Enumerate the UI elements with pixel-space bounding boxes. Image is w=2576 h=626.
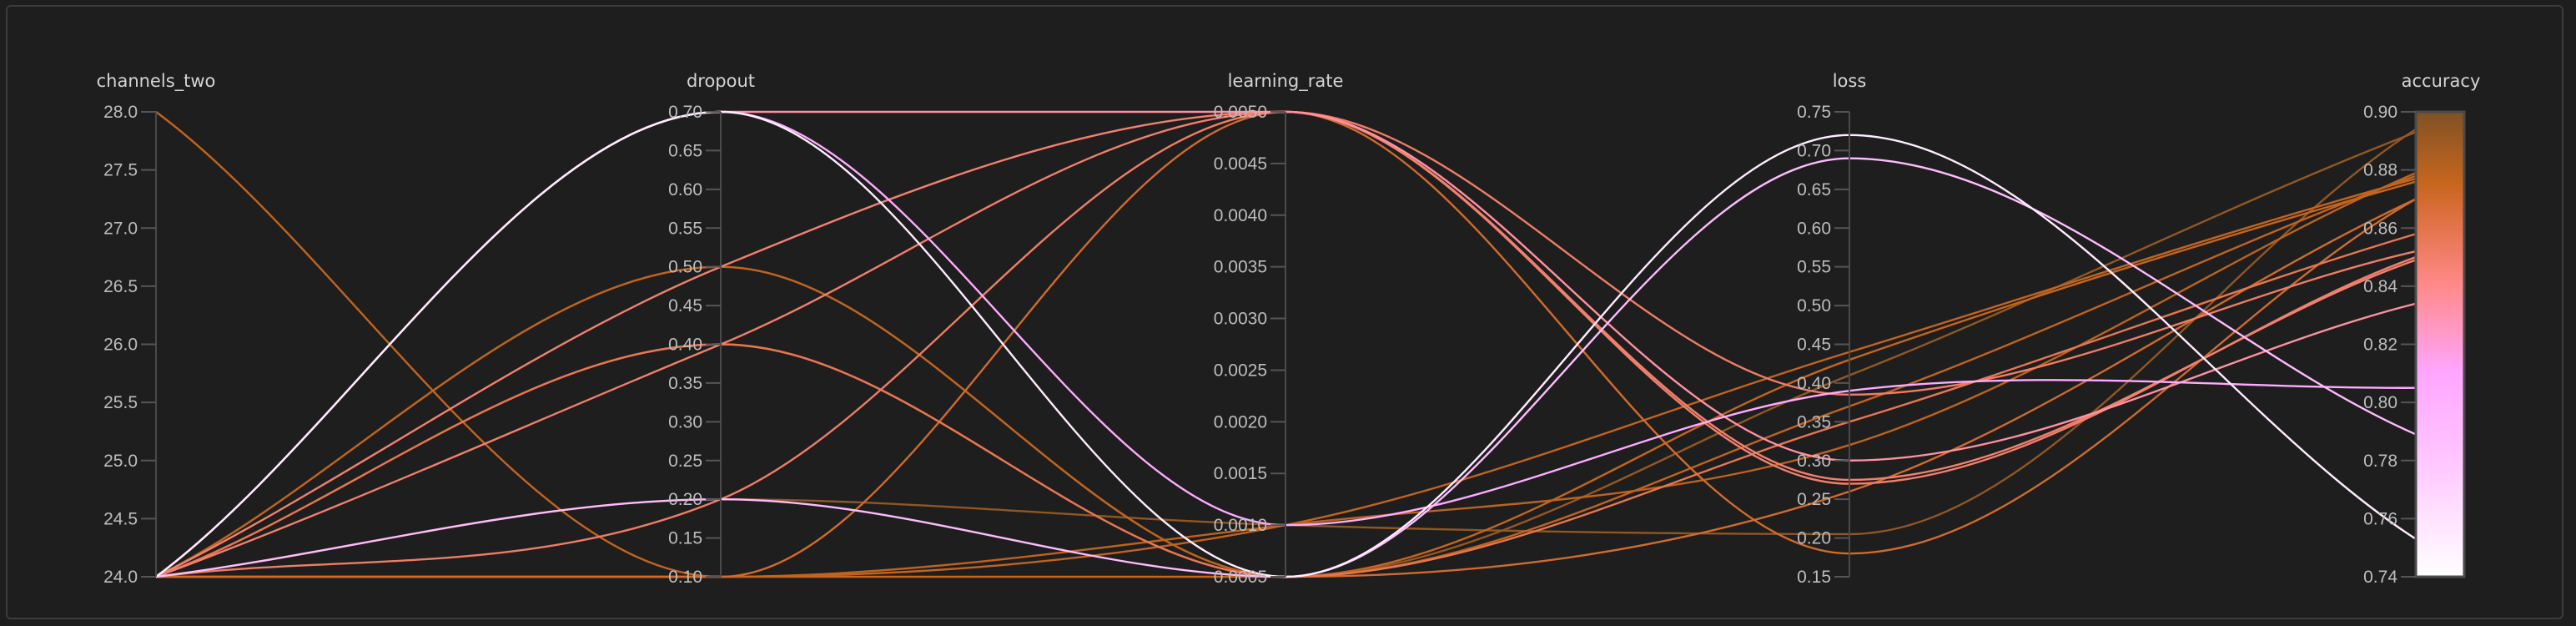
tick-label: 0.0045 (1214, 154, 1267, 174)
axis-accuracy: accuracy 0.74 0.76 0.78 0.80 0.82 0.84 0.86 0.88… (2363, 71, 2480, 587)
tick-label: 26.5 (103, 277, 138, 296)
tick-label: 0.65 (668, 141, 702, 160)
accuracy-colorbar (2414, 110, 2466, 578)
tick-label: 28.0 (103, 103, 138, 122)
tick-label: 0.78 (2363, 452, 2397, 471)
tick-label: 0.0040 (1214, 206, 1267, 225)
tick-label: 0.90 (2363, 103, 2397, 122)
tick-label: 0.30 (668, 412, 702, 432)
tick-label: 0.45 (1797, 336, 1831, 355)
run-line-9 (155, 111, 2417, 578)
tick-label: 0.88 (2363, 161, 2397, 180)
tick-label: 0.76 (2363, 509, 2397, 528)
tick-label: 0.60 (1797, 219, 1831, 238)
axis-channels-two: channels_two 24.0 24.5 25.0 25.5 26.0 26.5 27.0… (97, 71, 216, 587)
tick-label: 0.0050 (1214, 103, 1267, 122)
tick-label: 0.15 (668, 529, 702, 548)
axis-title: accuracy (2402, 71, 2481, 91)
tick-label: 0.0030 (1214, 310, 1267, 329)
tick-label: 0.84 (2363, 277, 2397, 296)
tick-label: 26.0 (103, 336, 138, 355)
tick-label: 0.50 (1797, 296, 1831, 316)
tick-label: 0.75 (1797, 103, 1831, 122)
axis-title: channels_two (97, 71, 216, 92)
tick-label: 25.5 (103, 393, 138, 412)
tick-label: 0.74 (2363, 568, 2397, 587)
tick-label: 0.55 (668, 219, 702, 238)
tick-label: 0.80 (2363, 393, 2397, 412)
tick-label: 0.10 (668, 568, 702, 587)
tick-label: 0.0005 (1214, 568, 1267, 587)
tick-label: 0.65 (1797, 180, 1831, 199)
tick-label: 0.0020 (1214, 412, 1267, 432)
axis-title: learning_rate (1228, 71, 1344, 92)
chart-panel (6, 5, 2563, 619)
tick-label: 0.15 (1797, 568, 1831, 587)
axis-title: loss (1833, 71, 1867, 91)
tick-label: 0.60 (668, 180, 702, 199)
tick-label: 24.0 (103, 568, 138, 587)
tick-label: 0.82 (2363, 336, 2397, 355)
tick-label: 0.35 (1797, 412, 1831, 432)
axis-loss: loss 0.15 0.20 0.25 0.30 0.35 0.40 0.45 0.50 0.55… (1797, 71, 1866, 587)
tick-label: 0.70 (1797, 141, 1831, 160)
tick-label: 0.20 (668, 490, 702, 509)
tick-label: 0.0010 (1214, 516, 1267, 535)
tick-label: 0.30 (1797, 452, 1831, 471)
tick-label: 0.70 (668, 103, 702, 122)
tick-label: 0.40 (668, 336, 702, 355)
axis-dropout: dropout 0.10 0.15 0.20 0.25 0.30 0.35 0.40 0.45 0… (668, 71, 755, 587)
tick-label: 0.20 (1797, 529, 1831, 548)
axis-title: dropout (687, 71, 755, 91)
tick-label: 0.86 (2363, 219, 2397, 238)
tick-label: 24.5 (103, 509, 138, 528)
tick-label: 0.40 (1797, 374, 1831, 393)
tick-label: 0.0035 (1214, 258, 1267, 277)
tick-label: 0.0015 (1214, 464, 1267, 483)
axes: channels_two 24.0 24.5 25.0 25.5 26.0 26.5 27.0… (97, 71, 2481, 587)
tick-label: 27.0 (103, 219, 138, 238)
tick-label: 0.25 (668, 452, 702, 471)
tick-label: 0.50 (668, 258, 702, 277)
tick-label: 0.0025 (1214, 361, 1267, 380)
axis-learning-rate: learning_rate 0.0005 0.0010 0.0015 0.0020 0.0… (1214, 71, 1344, 587)
tick-label: 27.5 (103, 161, 138, 180)
tick-label: 0.35 (668, 374, 702, 393)
tick-label: 0.25 (1797, 490, 1831, 509)
tick-label: 0.45 (668, 296, 702, 316)
tick-label: 25.0 (103, 452, 138, 471)
tick-label: 0.55 (1797, 258, 1831, 277)
